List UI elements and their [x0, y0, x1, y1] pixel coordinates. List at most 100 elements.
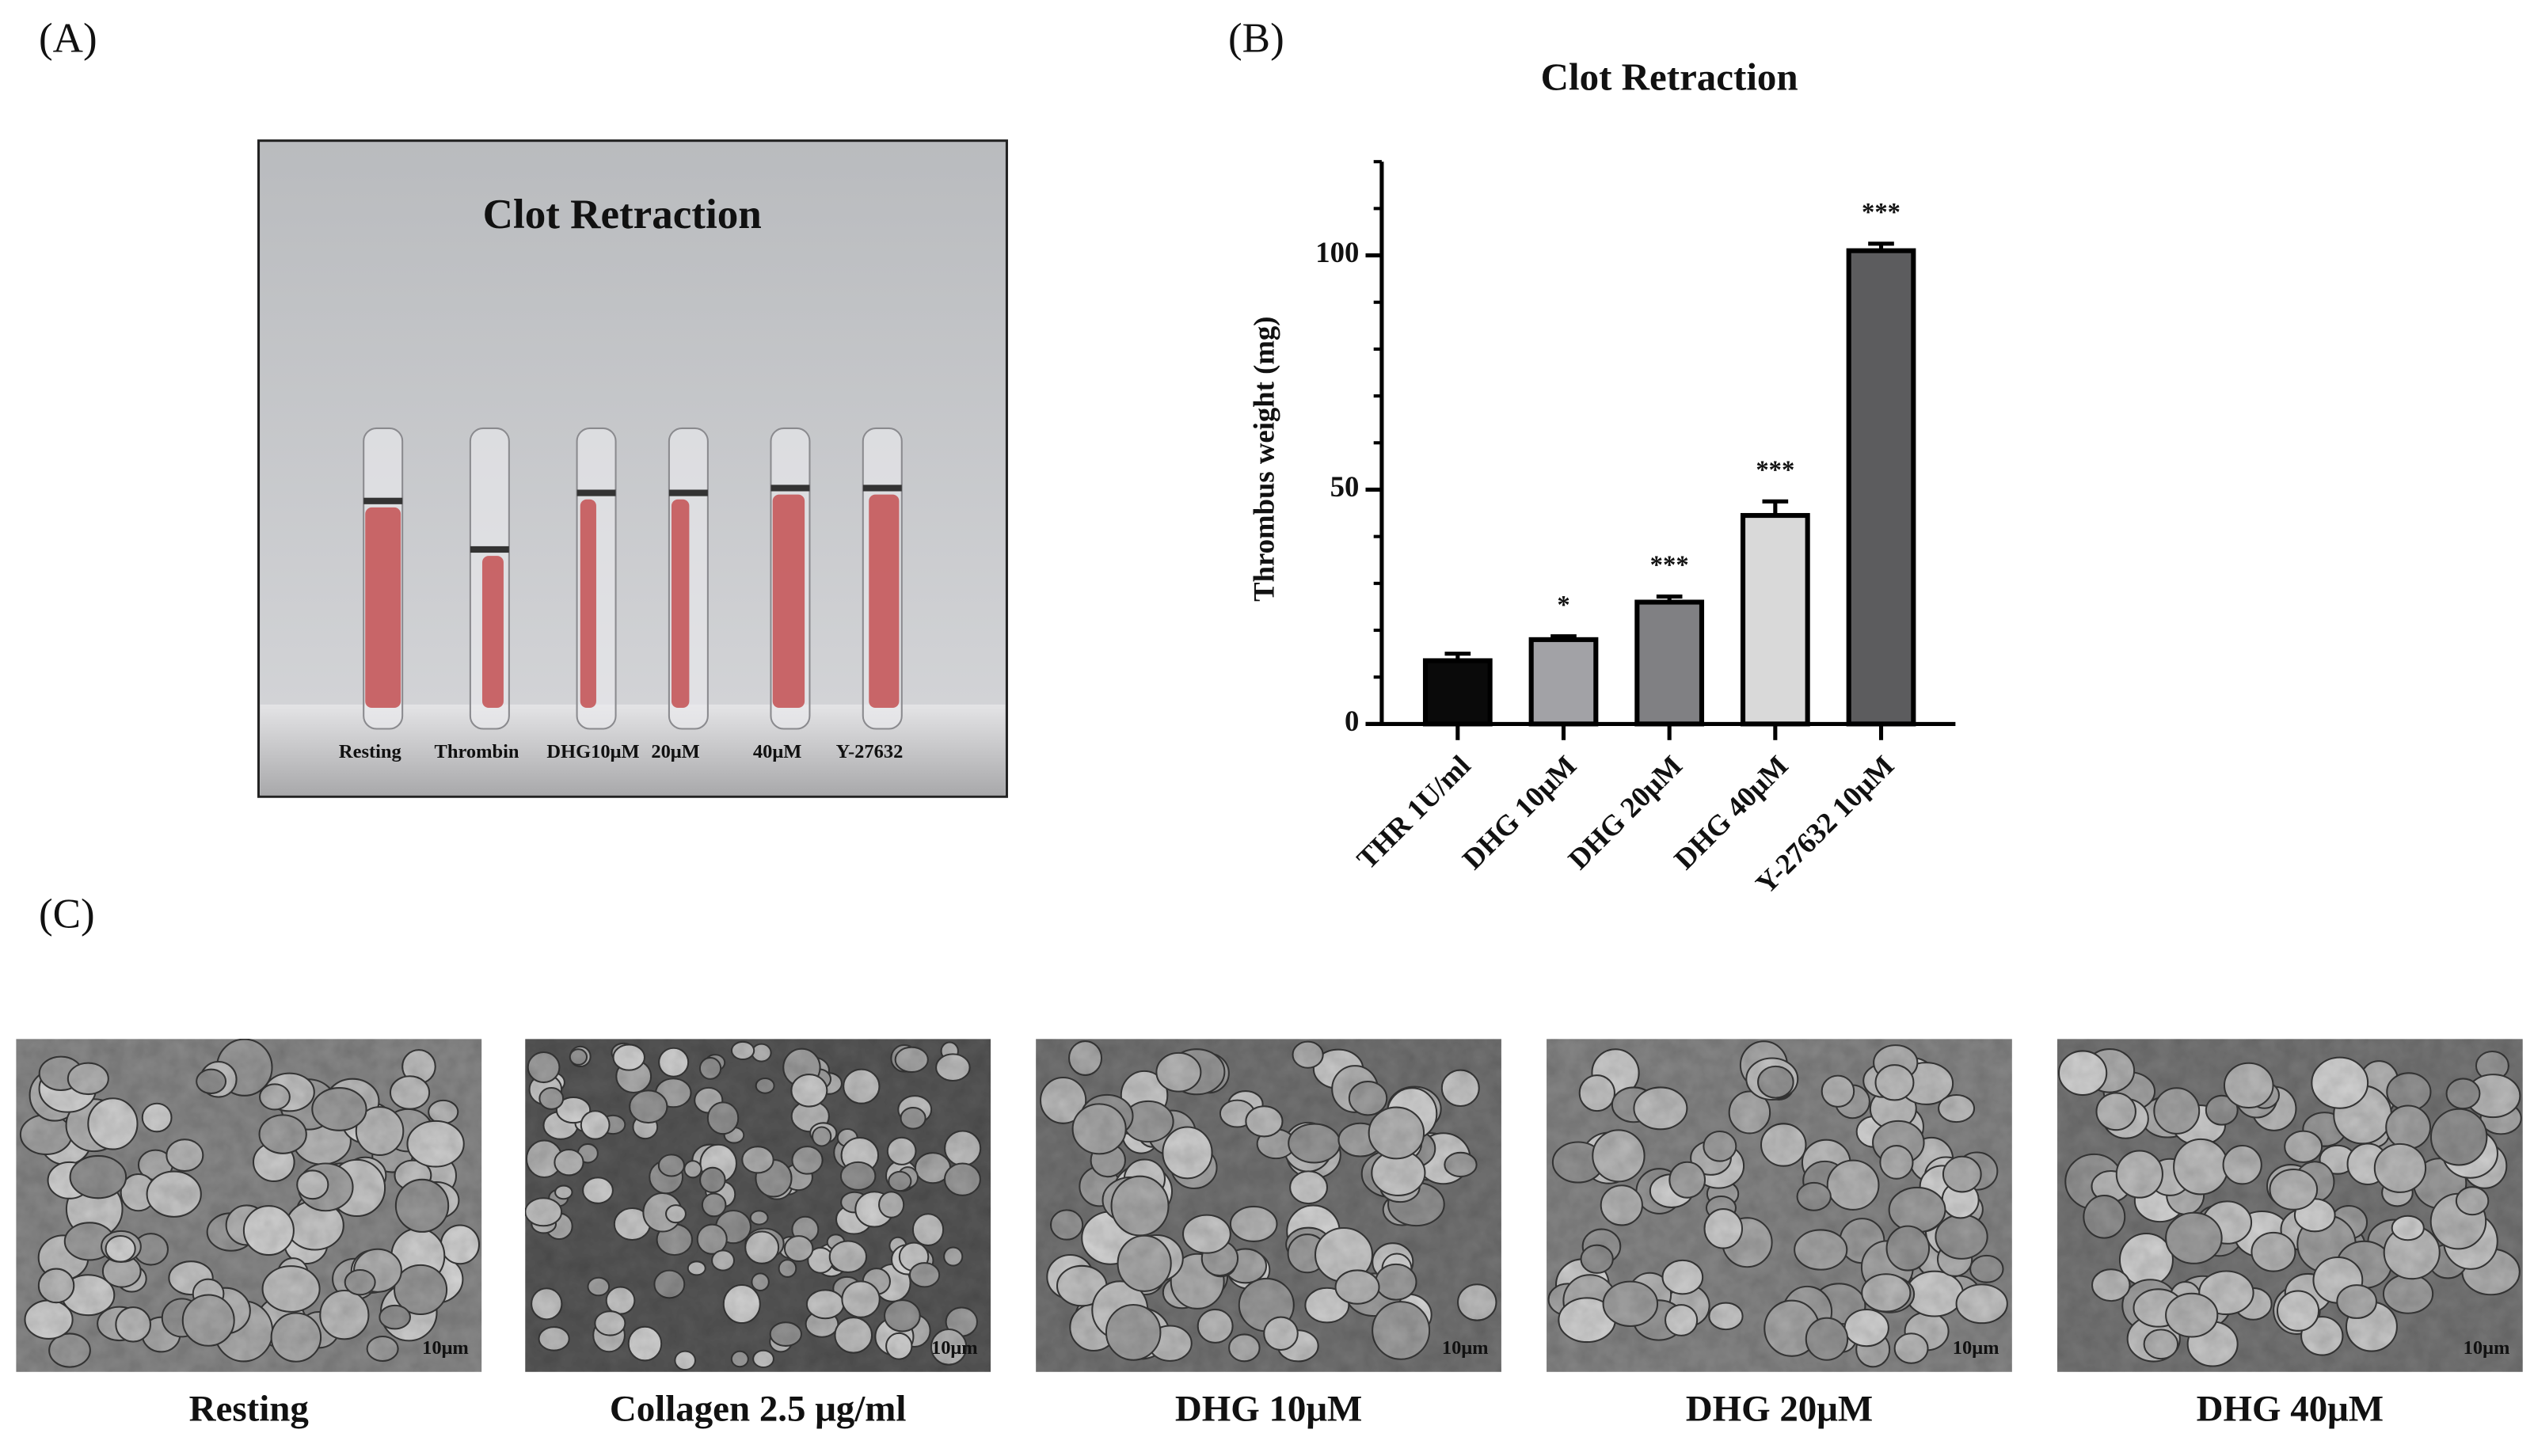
y-axis-label: Thrombus weight (mg)	[1247, 316, 1280, 601]
sem-cell	[627, 1325, 663, 1362]
tube-label: Resting	[339, 741, 401, 762]
sem-cell	[569, 1048, 588, 1066]
sem-cell	[752, 1349, 774, 1369]
sem-cell	[791, 1146, 824, 1175]
sem-cell	[87, 1097, 139, 1150]
sem-cell	[1728, 1090, 1771, 1135]
scale-bar-label: 10μm	[931, 1337, 978, 1359]
sem-label: DHG 20μM	[1686, 1389, 1873, 1430]
sem-cell	[554, 1184, 573, 1200]
sem-cell	[699, 1166, 726, 1194]
sem-cell	[555, 1096, 592, 1124]
sem-cell	[48, 1332, 91, 1368]
sem-cell	[1893, 1332, 1929, 1364]
tube-meniscus	[470, 546, 509, 553]
sem-cell	[582, 1177, 614, 1204]
sem-cell	[1703, 1208, 1744, 1249]
bar	[1740, 512, 1810, 727]
sem-cell	[1757, 1065, 1794, 1099]
tube-meniscus	[363, 497, 403, 504]
sem-cell	[1197, 1308, 1234, 1344]
sem-cell	[911, 1213, 945, 1247]
sem-cell	[612, 1044, 646, 1071]
sem-cell	[1592, 1129, 1646, 1183]
sem-cell	[37, 1268, 75, 1304]
sem-cell	[146, 1170, 202, 1218]
sem-cell	[1289, 1170, 1329, 1205]
sem-cell	[319, 1289, 370, 1340]
sem-cell	[783, 1235, 814, 1263]
sem-cell	[1708, 1302, 1744, 1331]
sem-cell	[605, 1286, 636, 1315]
sem-cell	[24, 1299, 74, 1340]
sem-cell	[105, 1234, 136, 1263]
sem-cell	[1117, 1234, 1172, 1292]
sem-cell	[1228, 1333, 1261, 1363]
bar	[1846, 248, 1916, 727]
sem-cell	[439, 1224, 481, 1265]
sem-cell	[1444, 1151, 1478, 1178]
clot	[580, 499, 596, 708]
sem-cell	[2222, 1144, 2262, 1185]
sem-cell	[1760, 1123, 1807, 1167]
sem-cell	[935, 1053, 971, 1082]
sem-cell	[355, 1106, 405, 1156]
sem-cell	[1938, 1093, 1976, 1123]
sem-cell	[884, 1299, 921, 1332]
sem-cell	[1805, 1317, 1849, 1361]
sem-cell	[2269, 1168, 2319, 1211]
tube-label: DHG10μM	[546, 741, 639, 762]
sem-cell	[2385, 1104, 2432, 1150]
sem-cell	[311, 1087, 367, 1131]
sem-cell	[944, 1130, 982, 1167]
sem-cell	[629, 1089, 668, 1124]
sem-cell	[696, 1223, 728, 1255]
sem-cell	[778, 1259, 797, 1278]
sem-cell	[1334, 1269, 1380, 1305]
sem-cell	[1292, 1040, 1324, 1069]
photo: Clot Retraction Resting Thrombin DHG10μM 20…	[257, 139, 1008, 798]
sem-cell	[1633, 1086, 1688, 1131]
sem-cell	[658, 1047, 690, 1078]
tube-meniscus	[770, 485, 810, 492]
sem-cell	[1600, 1184, 1643, 1226]
sem-cell	[1580, 1244, 1614, 1274]
sem-cell	[674, 1350, 697, 1371]
sem-cell	[908, 1262, 941, 1288]
sem-cell	[580, 1110, 611, 1140]
sem-cell	[790, 1074, 828, 1108]
clot	[671, 499, 690, 708]
significance: ***	[1650, 551, 1689, 580]
significance: ***	[1756, 456, 1794, 485]
sem-cell	[1162, 1126, 1213, 1180]
sem-cell	[698, 1057, 722, 1080]
photo-title: Clot Retraction	[483, 192, 762, 238]
sem-cell	[900, 1106, 926, 1130]
sem-cell	[751, 1043, 772, 1063]
sem-cell	[2445, 1078, 2481, 1110]
sem-cell	[2153, 1087, 2201, 1135]
sem-cell	[366, 1335, 399, 1363]
sem-cell	[394, 1264, 448, 1316]
sem-cell	[886, 1136, 917, 1165]
sem-cell	[843, 1068, 881, 1104]
sem-cell	[270, 1312, 322, 1363]
sem-cell	[2057, 1050, 2108, 1097]
sem-cell	[2429, 1108, 2488, 1166]
sem-cell	[2165, 1211, 2223, 1264]
bar	[1528, 637, 1599, 727]
sem-cell	[1155, 1051, 1202, 1093]
sem-cell	[751, 1272, 770, 1292]
sem-cell	[741, 1146, 774, 1174]
sem-cell	[1245, 1105, 1284, 1138]
sem-cell	[755, 1077, 775, 1094]
sem-cell	[2336, 1284, 2377, 1319]
sem-cell	[527, 1051, 561, 1084]
sem-cell	[2373, 1142, 2427, 1193]
sem-cell	[885, 1332, 913, 1360]
clot	[481, 556, 504, 708]
sem-cell	[258, 1114, 307, 1154]
sem-cell	[379, 1304, 412, 1330]
sem-cell	[812, 1126, 832, 1147]
panel-label: (C)	[39, 891, 95, 937]
